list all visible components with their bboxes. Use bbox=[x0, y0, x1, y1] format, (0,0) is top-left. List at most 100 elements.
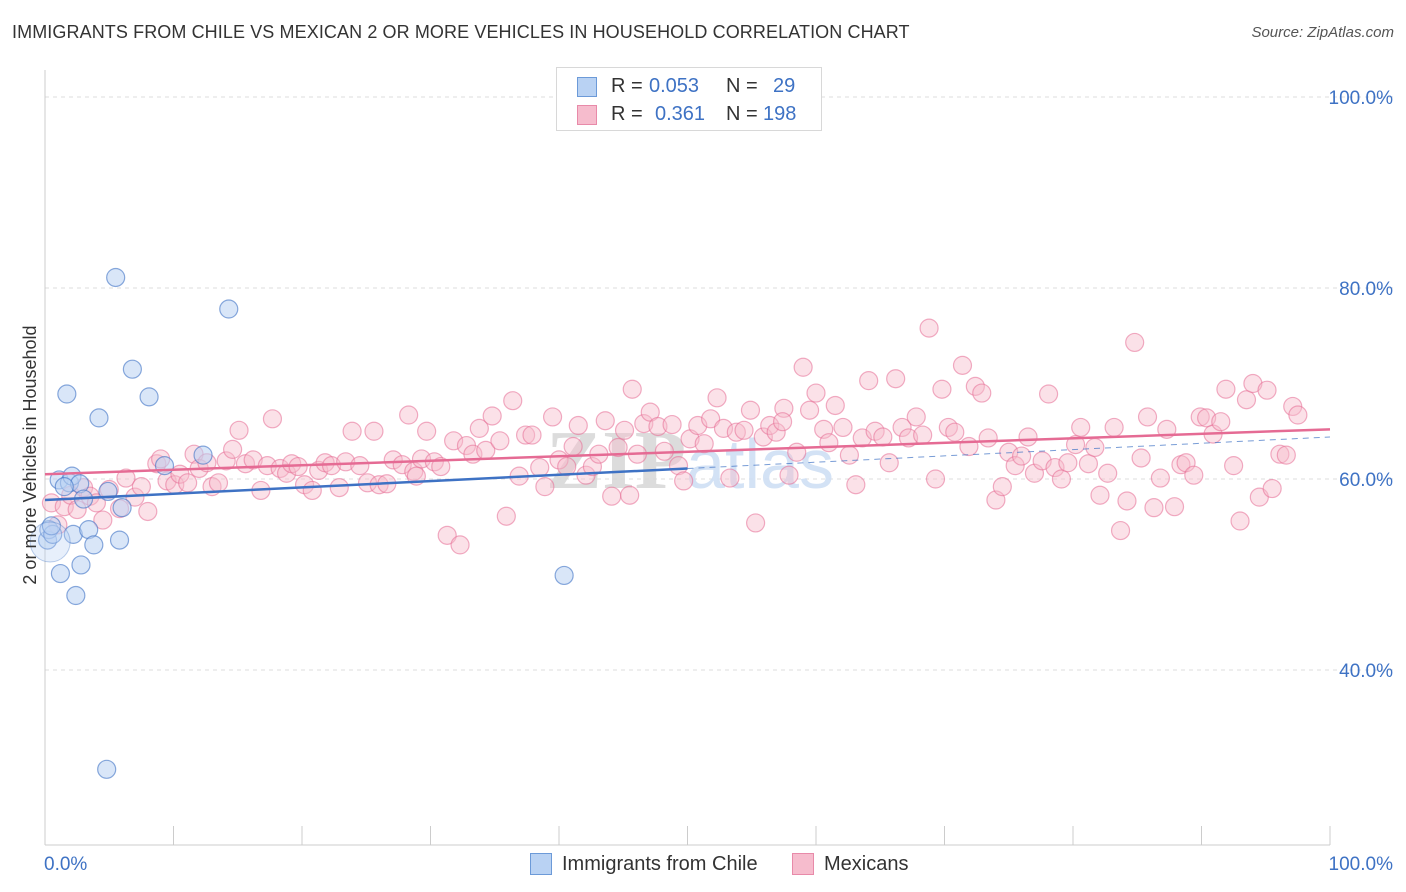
data-point-mexicans bbox=[417, 421, 437, 441]
legend-item-mexicans: Mexicans bbox=[792, 851, 908, 877]
legend-n-label: N = bbox=[726, 102, 758, 125]
data-point-mexicans bbox=[522, 425, 542, 445]
data-point-mexicans bbox=[431, 456, 451, 477]
data-point-mexicans bbox=[1090, 485, 1110, 505]
data-point-chile bbox=[54, 477, 74, 497]
data-point-chile bbox=[71, 555, 91, 575]
data-point-mexicans bbox=[1257, 380, 1277, 400]
data-point-mexicans bbox=[787, 442, 807, 462]
data-point-chile bbox=[84, 535, 104, 555]
x-tick-label: 100.0% bbox=[1329, 854, 1394, 875]
data-point-mexicans bbox=[1051, 469, 1072, 489]
data-point-chile bbox=[193, 445, 213, 465]
data-point-mexicans bbox=[1190, 407, 1210, 427]
y-axis-label: 2 or more Vehicles in Household bbox=[20, 325, 40, 584]
data-point-mexicans bbox=[243, 450, 263, 470]
data-point-mexicans bbox=[865, 421, 885, 441]
data-point-mexicans bbox=[825, 395, 845, 416]
data-point-mexicans bbox=[1078, 454, 1099, 474]
data-point-mexicans bbox=[1058, 453, 1078, 473]
data-point-mexicans bbox=[707, 388, 727, 408]
x-tick-label: 0.0% bbox=[44, 854, 87, 875]
data-point-mexicans bbox=[229, 420, 249, 440]
data-point-mexicans bbox=[1071, 417, 1091, 438]
data-point-mexicans bbox=[1288, 405, 1308, 425]
data-point-mexicans bbox=[437, 525, 457, 545]
data-point-mexicans bbox=[1065, 435, 1086, 455]
tick-labels: 40.0% 60.0% 80.0% 100.0% 0.0% 100.0% bbox=[44, 88, 1393, 875]
stats-legend: R = 0.053 N = 29 R = 0.361 N = 198 bbox=[556, 67, 822, 131]
data-point-mexicans bbox=[614, 420, 635, 440]
data-point-chile bbox=[154, 456, 175, 476]
data-point-mexicans bbox=[701, 409, 721, 429]
data-point-mexicans bbox=[1104, 417, 1124, 438]
data-point-mexicans bbox=[1144, 498, 1164, 518]
data-point-mexicans bbox=[1125, 332, 1145, 353]
data-point-mexicans bbox=[223, 439, 243, 459]
data-point-mexicans bbox=[799, 400, 820, 420]
data-point-mexicans bbox=[1038, 384, 1059, 404]
data-point-mexicans bbox=[1197, 408, 1217, 428]
series-immigrants-from-chile bbox=[29, 267, 574, 779]
y-tick-label: 60.0% bbox=[1339, 470, 1393, 491]
legend-r-value: 0.361 bbox=[655, 102, 706, 125]
data-point-mexicans bbox=[1184, 465, 1204, 485]
data-point-mexicans bbox=[713, 418, 734, 438]
data-point-mexicans bbox=[482, 406, 502, 426]
legend-swatch-blue bbox=[530, 853, 552, 875]
data-point-mexicans bbox=[726, 422, 746, 442]
data-point-mexicans bbox=[1164, 497, 1185, 517]
data-point-mexicans bbox=[634, 414, 654, 434]
data-point-mexicans bbox=[892, 417, 912, 438]
data-point-mexicans bbox=[886, 369, 906, 389]
data-point-mexicans bbox=[1276, 445, 1296, 465]
data-point-chile bbox=[41, 516, 62, 536]
data-point-mexicans bbox=[138, 501, 158, 522]
data-point-mexicans bbox=[496, 506, 516, 526]
data-point-mexicans bbox=[342, 421, 362, 441]
chart-title: IMMIGRANTS FROM CHILE VS MEXICAN 2 OR MO… bbox=[12, 22, 910, 42]
data-point-mexicans bbox=[595, 411, 615, 431]
data-point-chile bbox=[106, 267, 126, 288]
data-point-mexicans bbox=[1137, 407, 1158, 427]
data-point-mexicans bbox=[1262, 478, 1282, 499]
data-point-mexicans bbox=[1224, 456, 1244, 476]
data-point-mexicans bbox=[959, 436, 979, 457]
data-point-mexicans bbox=[515, 425, 536, 445]
data-point-chile bbox=[89, 408, 109, 428]
data-point-mexicans bbox=[469, 418, 489, 438]
data-point-mexicans bbox=[1011, 446, 1032, 466]
data-point-mexicans bbox=[925, 469, 946, 489]
data-point-mexicans bbox=[1085, 437, 1105, 458]
data-point-mexicans bbox=[399, 405, 419, 425]
data-point-mexicans bbox=[694, 434, 714, 454]
data-point-mexicans bbox=[879, 453, 899, 473]
data-point-mexicans bbox=[383, 450, 403, 470]
data-point-mexicans bbox=[1211, 412, 1231, 432]
data-point-mexicans bbox=[563, 436, 583, 457]
data-point-mexicans bbox=[582, 456, 603, 477]
data-point-mexicans bbox=[1216, 379, 1236, 399]
legend-r-value: 0.053 bbox=[649, 74, 700, 97]
data-point-mexicans bbox=[262, 409, 283, 429]
data-point-mexicans bbox=[622, 379, 642, 399]
data-point-mexicans bbox=[1236, 390, 1257, 410]
data-point-mexicans bbox=[329, 477, 349, 498]
data-point-mexicans bbox=[1230, 511, 1250, 531]
data-point-mexicans bbox=[846, 475, 866, 495]
data-point-chile bbox=[139, 387, 159, 407]
data-point-mexicans bbox=[720, 468, 740, 488]
data-point-mexicans bbox=[746, 513, 766, 533]
trend-line-chile bbox=[44, 467, 688, 502]
trend-line-mexicans bbox=[44, 428, 1331, 476]
data-point-mexicans bbox=[740, 400, 761, 420]
data-point-mexicans bbox=[93, 510, 113, 530]
data-point-chile bbox=[50, 563, 71, 584]
data-point-mexicans bbox=[1098, 463, 1118, 483]
legend-n-value: 198 bbox=[763, 102, 797, 125]
data-point-mexicans bbox=[364, 421, 384, 441]
data-point-mexicans bbox=[779, 465, 799, 485]
data-point-mexicans bbox=[530, 457, 550, 478]
trend-lines bbox=[44, 428, 1331, 502]
